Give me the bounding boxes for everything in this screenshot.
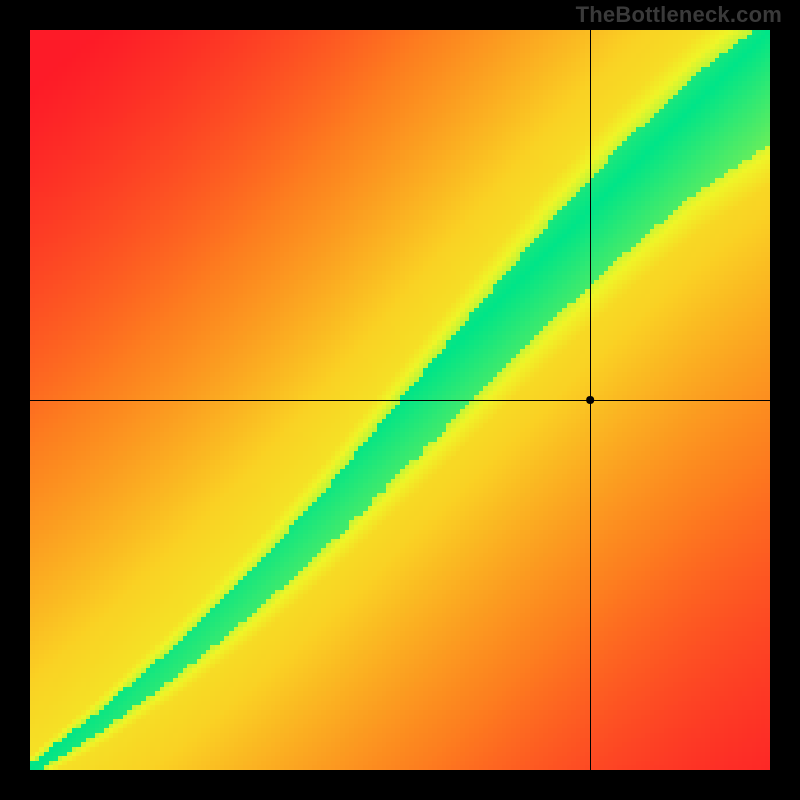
chart-container: TheBottleneck.com [0, 0, 800, 800]
heatmap-plot [30, 30, 770, 770]
watermark-text: TheBottleneck.com [576, 2, 782, 28]
